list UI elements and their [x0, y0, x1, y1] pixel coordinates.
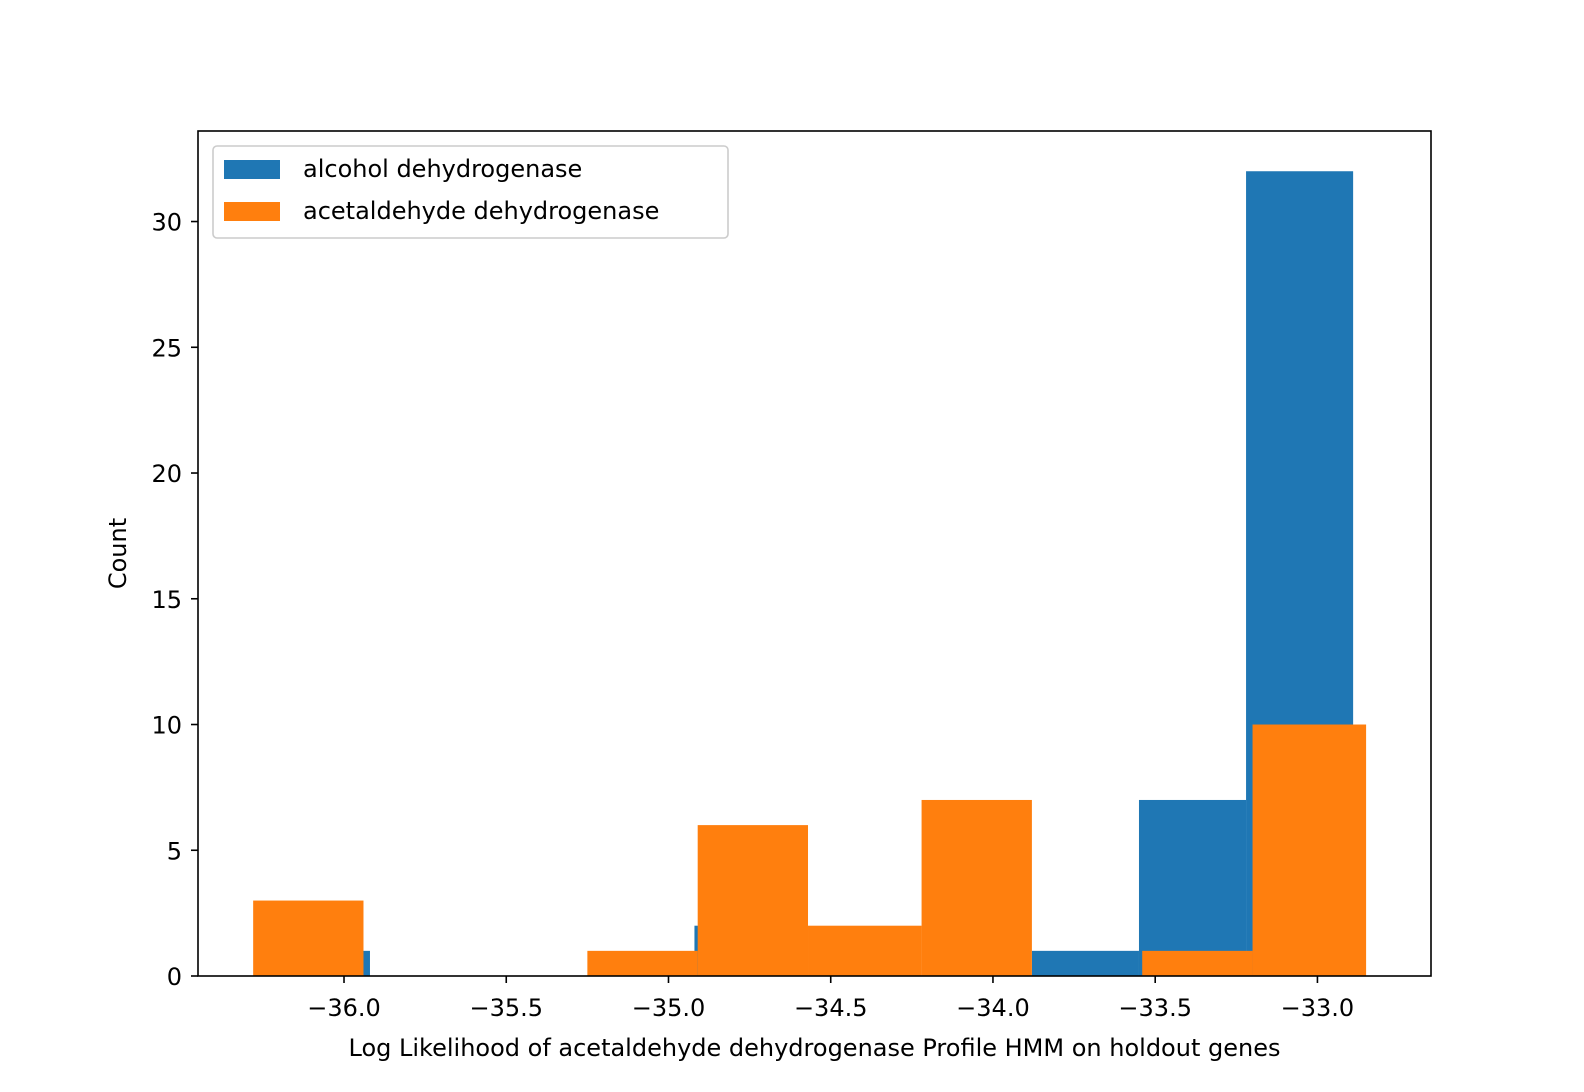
bar-alcohol-dehydrogenase-8	[1138, 799, 1247, 976]
y-tick-label: 15	[151, 586, 182, 614]
y-tick-label: 10	[151, 712, 182, 740]
bar-acetaldehyde-dehydrogenase-6	[921, 799, 1032, 976]
legend-box	[212, 145, 729, 239]
x-tick-label: −34.5	[794, 994, 868, 1022]
bar-alcohol-dehydrogenase-7	[1031, 950, 1139, 976]
legend-swatch-alcohol-dehydrogenase	[224, 160, 280, 179]
x-tick-label: −35.0	[632, 994, 706, 1022]
y-axis: 0 5 10 15 20 25 30	[151, 209, 198, 991]
y-tick-label: 5	[167, 837, 182, 865]
x-tick-label: −36.0	[307, 994, 381, 1022]
x-tick-label: −35.5	[469, 994, 543, 1022]
bar-acetaldehyde-dehydrogenase-0	[253, 900, 364, 976]
x-tick-label: −33.0	[1281, 994, 1355, 1022]
y-tick-label: 30	[151, 209, 182, 237]
bar-acetaldehyde-dehydrogenase-4	[697, 825, 809, 976]
x-axis: −36.0 −35.5 −35.0 −34.5 −34.0 −33.5 −33.0	[307, 976, 1354, 1022]
legend: alcohol dehydrogenase acetaldehyde dehyd…	[212, 145, 729, 239]
x-tick-label: −34.0	[956, 994, 1030, 1022]
legend-swatch-acetaldehyde-dehydrogenase	[224, 202, 280, 221]
y-tick-label: 25	[151, 334, 182, 362]
y-axis-label: Count	[104, 518, 132, 589]
bar-acetaldehyde-dehydrogenase-3	[587, 950, 698, 976]
y-tick-label: 0	[167, 963, 182, 991]
x-axis-label: Log Likelihood of acetaldehyde dehydroge…	[349, 1034, 1281, 1062]
x-tick-label: −33.5	[1118, 994, 1192, 1022]
plot-frame	[197, 130, 1432, 977]
bars-layer	[253, 171, 1367, 976]
y-tick-label: 20	[151, 460, 182, 488]
legend-label-alcohol-dehydrogenase: alcohol dehydrogenase	[303, 155, 582, 183]
legend-label-acetaldehyde-dehydrogenase: acetaldehyde dehydrogenase	[303, 197, 659, 225]
bar-acetaldehyde-dehydrogenase-5	[808, 925, 922, 976]
bar-acetaldehyde-dehydrogenase-8	[1142, 950, 1253, 976]
bar-acetaldehyde-dehydrogenase-9	[1252, 724, 1367, 976]
